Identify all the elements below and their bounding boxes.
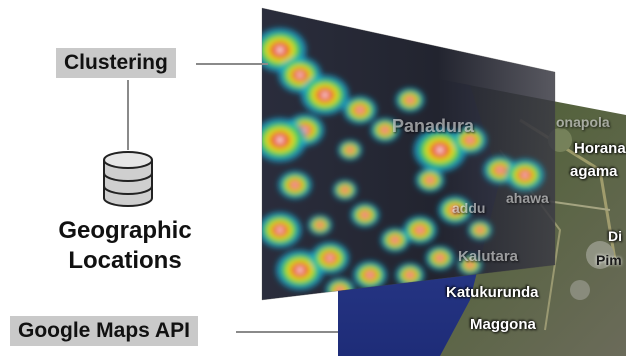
heat-blob-ring xyxy=(468,263,472,267)
heat-blob-ring xyxy=(276,46,284,54)
heat-blob-ring xyxy=(452,208,458,212)
heat-blob-ring xyxy=(348,148,352,152)
map-label-bulathsinhala: agama xyxy=(570,163,618,180)
map-label-maggona: Maggona xyxy=(470,316,536,333)
heat-blob-ring xyxy=(478,228,482,232)
map-label-panadura: Panadura xyxy=(392,116,475,136)
map-label-kalutara: Kalutara xyxy=(458,248,519,265)
heat-blob-ring xyxy=(522,172,528,178)
heat-blob-ring xyxy=(292,183,298,187)
heat-blob-ring xyxy=(436,146,444,154)
google-maps-api-label: Google Maps API xyxy=(10,316,198,346)
heat-blob-ring xyxy=(367,273,373,277)
heat-blob-ring xyxy=(357,108,363,112)
map-label-gonapola: onapola xyxy=(556,114,610,130)
heat-blob-ring xyxy=(343,188,347,192)
map-label-dodangoda: Di xyxy=(608,228,622,244)
heat-blob-ring xyxy=(497,168,503,172)
db-label-line1: Geographic xyxy=(58,217,192,244)
db-label-line2: Locations xyxy=(68,247,182,274)
map-label-katukurunda: Katukurunda xyxy=(446,284,539,301)
heat-blob-ring xyxy=(362,213,368,217)
heat-blob-ring xyxy=(276,136,284,144)
map-label-pimbura: Pim xyxy=(596,252,622,268)
clustering-label: Clustering xyxy=(56,48,176,78)
map-label-wadduwa: addu xyxy=(452,200,486,216)
map-label-kahatapitiya: ahawa xyxy=(506,190,549,206)
heat-blob-ring xyxy=(327,255,333,261)
heat-blob-ring xyxy=(321,92,329,98)
geographic-locations-label: Geographic Locations xyxy=(30,216,220,276)
heat-blob-ring xyxy=(392,238,398,242)
heat-blob-ring xyxy=(407,273,413,277)
heat-blob-ring xyxy=(467,138,473,142)
heat-blob-ring xyxy=(427,178,433,182)
heat-blob-ring xyxy=(382,128,388,132)
heat-blob-ring xyxy=(437,256,443,260)
clustering-heatmap-layer xyxy=(262,8,555,300)
heat-blob-ring xyxy=(318,223,322,227)
heat-blob-ring xyxy=(276,227,284,233)
map-label-horana: Horana xyxy=(574,140,626,157)
heat-blob-ring xyxy=(296,72,304,78)
heat-blob-ring xyxy=(407,98,413,102)
connector-lines xyxy=(127,63,338,333)
heat-blob-ring xyxy=(417,228,423,232)
heat-blob-ring xyxy=(296,267,304,273)
database-icon xyxy=(103,151,153,207)
